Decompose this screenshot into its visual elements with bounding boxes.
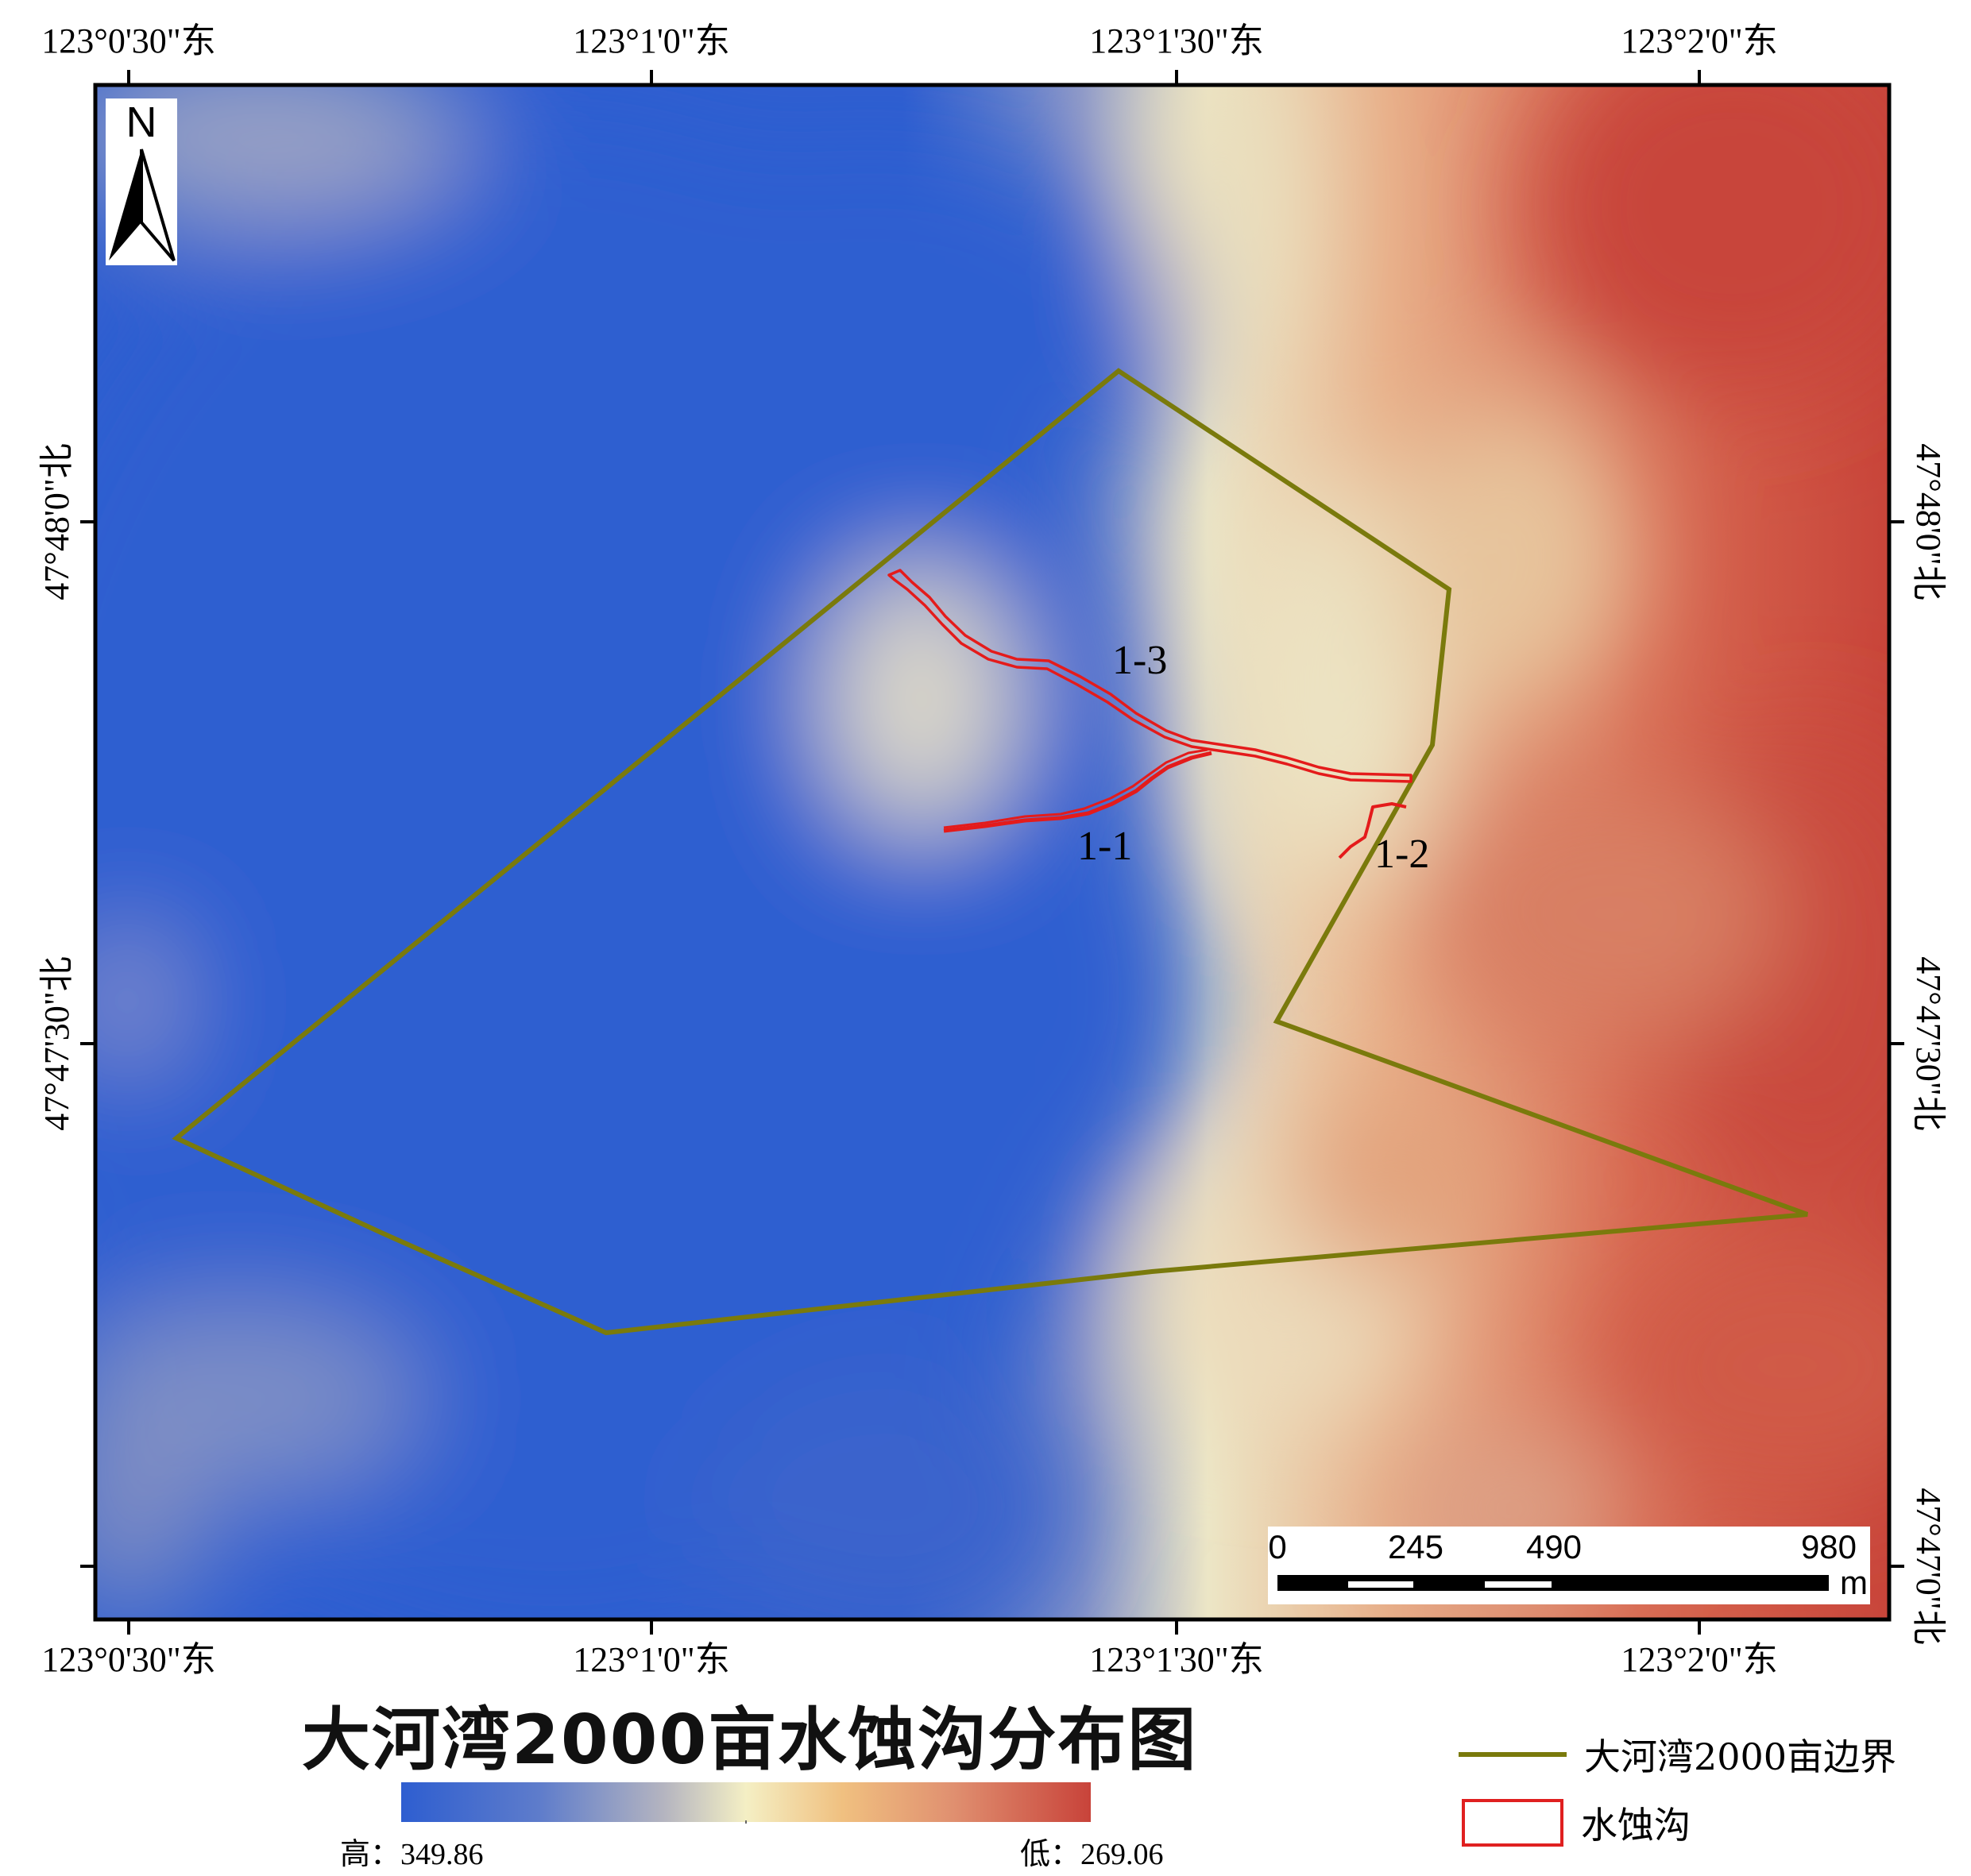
elevation-low-label: 低：269.06 (1020, 1838, 1164, 1871)
gully-label-1-2: 1-2 (1374, 832, 1429, 877)
gully-1-1 (943, 751, 1212, 833)
scale-label: 245 (1388, 1528, 1443, 1565)
legend-gully: 水蚀沟 (1462, 1797, 1691, 1849)
legend-boundary-label: 大河湾2000亩边界 (1584, 1735, 1897, 1778)
map-frame (93, 83, 1892, 1622)
left-lat-labels: 47°48'0"北 47°47'30"北 (37, 443, 76, 1130)
study-area-boundary (172, 368, 1809, 1336)
bottom-lon-labels: 123°0'30"东 123°1'0"东 123°1'30"东 123°2'0"… (41, 1640, 1777, 1679)
gully-1-2 (1338, 802, 1407, 859)
right-lat-labels: 47°48'0"北 47°47'30"北 47°47'0"北 (1909, 443, 1948, 1644)
ramp-midpoint-tick (745, 1820, 747, 1824)
scale-label: 980 (1801, 1528, 1857, 1565)
bottom-lon-label: 123°1'0"东 (573, 1640, 729, 1679)
map-title: 大河湾2000亩水蚀沟分布图 (302, 1700, 1198, 1780)
top-lon-label: 123°1'0"东 (573, 21, 729, 60)
top-lon-label: 123°2'0"东 (1621, 21, 1777, 60)
bottom-lon-label: 123°0'30"东 (41, 1640, 215, 1679)
legend-gully-label: 水蚀沟 (1581, 1804, 1691, 1847)
elevation-raster (95, 85, 1889, 1619)
right-lat-label: 47°48'0"北 (1909, 443, 1948, 600)
scale-label: 490 (1526, 1528, 1582, 1565)
right-lat-label: 47°47'0"北 (1909, 1488, 1948, 1644)
north-arrow-icon (109, 149, 141, 261)
gully-swatch (1462, 1799, 1563, 1847)
top-lon-label: 123°0'30"东 (41, 21, 215, 60)
top-lon-label: 123°1'30"东 (1089, 21, 1263, 60)
gully-1-1-b (943, 748, 1208, 829)
elevation-color-ramp (401, 1782, 1091, 1822)
gully-1-3 (887, 569, 1413, 783)
north-arrow: N (106, 98, 177, 265)
elevation-high-label: 高：349.86 (340, 1838, 484, 1871)
top-lon-labels: 123°0'30"东 123°1'0"东 123°1'30"东 123°2'0"… (41, 21, 1777, 60)
left-lat-label: 47°47'30"北 (37, 956, 76, 1130)
gully-label-1-3: 1-3 (1112, 638, 1167, 683)
north-arrow-label: N (126, 98, 157, 146)
scale-bar: 0 245 490 980 m (1268, 1527, 1870, 1604)
scale-label: 0 (1268, 1528, 1286, 1565)
gully-label-1-1: 1-1 (1077, 824, 1132, 869)
right-lat-label: 47°47'30"北 (1909, 956, 1948, 1130)
bottom-lon-label: 123°2'0"东 (1621, 1640, 1777, 1679)
gully-features (887, 569, 1413, 859)
boundary-swatch (1459, 1752, 1567, 1757)
graticule-ticks (80, 70, 1904, 1635)
legend-boundary: 大河湾2000亩边界 (1459, 1728, 1896, 1781)
scale-unit: m (1840, 1564, 1868, 1601)
bottom-lon-label: 123°1'30"东 (1089, 1640, 1263, 1679)
left-lat-label: 47°48'0"北 (37, 443, 76, 600)
